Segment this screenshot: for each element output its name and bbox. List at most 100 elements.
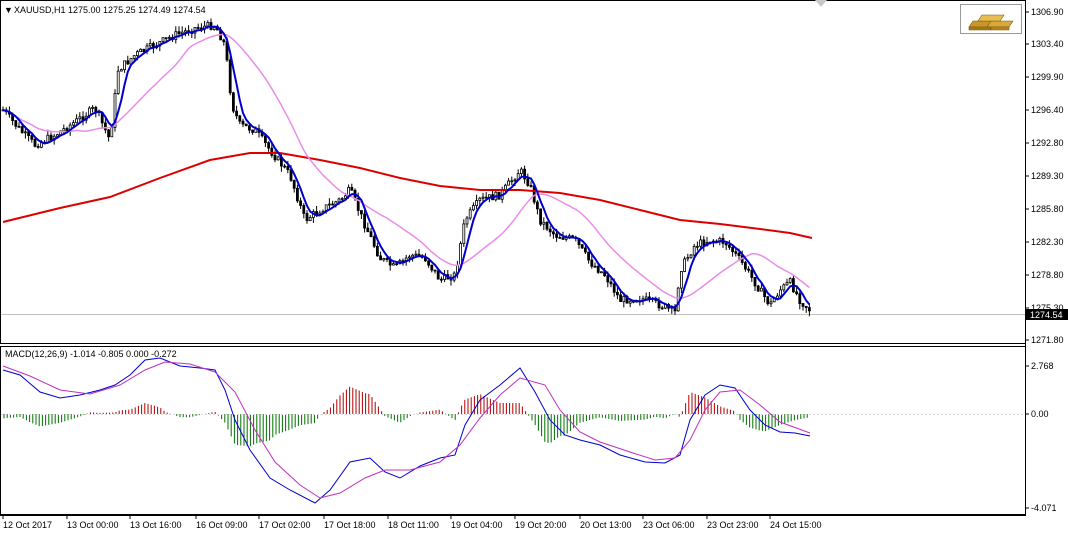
- candle-body: [462, 223, 466, 244]
- candle-body: [46, 134, 50, 143]
- candle-body: [363, 213, 367, 229]
- chart-header: XAUUSD,H1 1275.00 1275.25 1274.49 1274.5…: [14, 5, 206, 15]
- candle-body: [379, 255, 383, 261]
- candle-body: [375, 245, 379, 257]
- candle-body: [235, 110, 239, 117]
- price-axis-label: 1285.80: [1031, 204, 1064, 214]
- candle-body: [107, 129, 110, 138]
- candle-body: [529, 185, 533, 187]
- macd-axis-label: 2.768: [1031, 361, 1054, 371]
- candle-body: [427, 260, 431, 266]
- candle-body: [523, 168, 526, 180]
- price-axis-label: 1296.40: [1031, 105, 1064, 115]
- candle-body: [552, 231, 555, 235]
- candle-body: [644, 296, 648, 300]
- candle-body: [584, 247, 587, 253]
- candle-body: [180, 31, 184, 34]
- candle-body: [782, 284, 786, 291]
- candle-body: [327, 203, 331, 206]
- candle-body: [238, 115, 242, 122]
- candle-body: [459, 243, 463, 266]
- candle-body: [23, 131, 27, 134]
- time-axis-label: 17 Oct 02:00: [259, 520, 311, 530]
- time-axis-label: 16 Oct 09:00: [196, 520, 248, 530]
- candle-body: [299, 200, 303, 206]
- main-chart-frame[interactable]: [0, 0, 1026, 344]
- candle-body: [148, 43, 152, 47]
- candle-body: [350, 187, 354, 191]
- candle-body: [660, 307, 664, 310]
- candle-body: [436, 270, 440, 280]
- candle-body: [305, 212, 309, 222]
- candle-body: [465, 217, 469, 225]
- candle-body: [798, 293, 802, 304]
- candle-body: [407, 256, 411, 259]
- candle-body: [734, 251, 738, 254]
- candle-body: [110, 127, 114, 138]
- candle-body: [251, 129, 255, 133]
- macd-panel-frame[interactable]: [0, 346, 1026, 515]
- candle-body: [315, 211, 319, 215]
- candle-body: [731, 246, 734, 253]
- price-axis-label: 1289.30: [1031, 171, 1064, 181]
- candle-body: [481, 196, 485, 199]
- scroll-shift-icon[interactable]: [815, 0, 827, 7]
- candle-body: [785, 282, 789, 286]
- time-axis-label: 24 Oct 15:00: [770, 520, 822, 530]
- time-axis-label: 23 Oct 06:00: [643, 520, 695, 530]
- candle-body: [337, 198, 341, 203]
- candle-body: [391, 263, 395, 266]
- candle-body: [244, 123, 248, 127]
- candle-body: [536, 201, 539, 210]
- candle-body: [123, 60, 126, 71]
- candle-body: [382, 258, 386, 261]
- candle-body: [411, 254, 415, 258]
- candle-body: [696, 245, 699, 248]
- candle-body: [555, 233, 558, 238]
- candle-body: [548, 228, 552, 233]
- time-axis-label: 19 Oct 20:00: [515, 520, 567, 530]
- candle-body: [414, 253, 418, 256]
- candle-body: [526, 178, 530, 186]
- candle-body: [542, 221, 546, 225]
- candle-body: [756, 285, 760, 292]
- candle-body: [228, 59, 232, 94]
- candle-body: [539, 208, 542, 225]
- medium-moving-average: [2, 33, 810, 300]
- candle-body: [439, 278, 443, 281]
- candle-body: [135, 51, 139, 57]
- candle-body: [167, 36, 171, 39]
- candle-body: [612, 283, 616, 293]
- candle-body: [475, 200, 479, 206]
- candle-body: [17, 125, 21, 128]
- candle-body: [689, 254, 693, 259]
- candle-body: [113, 93, 117, 128]
- candle-body: [286, 166, 290, 170]
- candle-body: [801, 303, 805, 307]
- candle-body: [94, 107, 98, 113]
- candle-body: [78, 116, 82, 120]
- candle-body: [471, 205, 475, 211]
- price-axis-label: 1303.40: [1031, 39, 1064, 49]
- macd-axis: 2.768 0.00 -4.071: [1025, 361, 1057, 513]
- time-axis-label: 23 Oct 23:00: [707, 520, 759, 530]
- candle-body: [779, 289, 782, 297]
- candle-body: [36, 145, 40, 148]
- candle-body: [270, 147, 274, 156]
- candle-body: [728, 244, 731, 248]
- candle-body: [139, 48, 143, 53]
- candle-body: [724, 243, 728, 246]
- candle-body: [369, 231, 373, 238]
- candle-body: [302, 205, 306, 214]
- candle-body: [72, 122, 75, 126]
- candle-body: [561, 237, 565, 240]
- time-axis-label: 13 Oct 16:00: [130, 520, 182, 530]
- candle-body: [744, 262, 747, 270]
- candle-body: [75, 118, 78, 124]
- price-axis-label: 1306.90: [1031, 7, 1064, 17]
- price-axis-label: 1282.30: [1031, 237, 1064, 247]
- macd-header: MACD(12,26,9) -1.014 -0.805 0.000 -0.272: [5, 349, 177, 359]
- candle-body: [484, 196, 488, 199]
- candle-body: [126, 60, 130, 65]
- candle-body: [267, 142, 271, 149]
